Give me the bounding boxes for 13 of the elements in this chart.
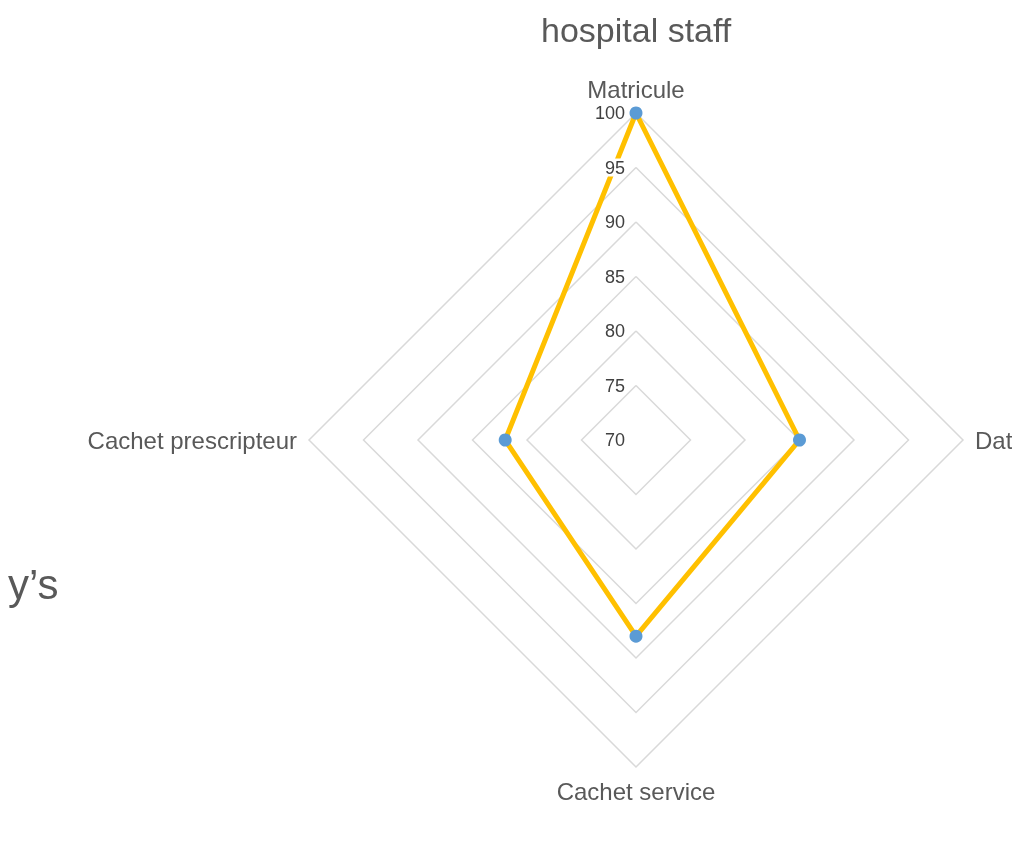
y-tick-label: 80: [604, 321, 625, 341]
chart-title: hospital staff: [541, 11, 732, 49]
y-tick-label: 85: [604, 266, 625, 287]
spoke-label: Cachet prescripteur: [87, 426, 297, 454]
y-tick-label: 95: [604, 157, 625, 178]
text: y’s: [8, 560, 59, 608]
spoke-label: Cachet service: [556, 777, 716, 805]
spoke-label: Dat: [975, 426, 1013, 454]
y-tick-label: 70: [604, 430, 625, 450]
spoke-label: Matricule: [587, 75, 685, 103]
y-tick-label: 90: [604, 212, 625, 232]
y-tick-label: 100: [594, 103, 625, 123]
y-tick-label: 75: [604, 375, 625, 396]
